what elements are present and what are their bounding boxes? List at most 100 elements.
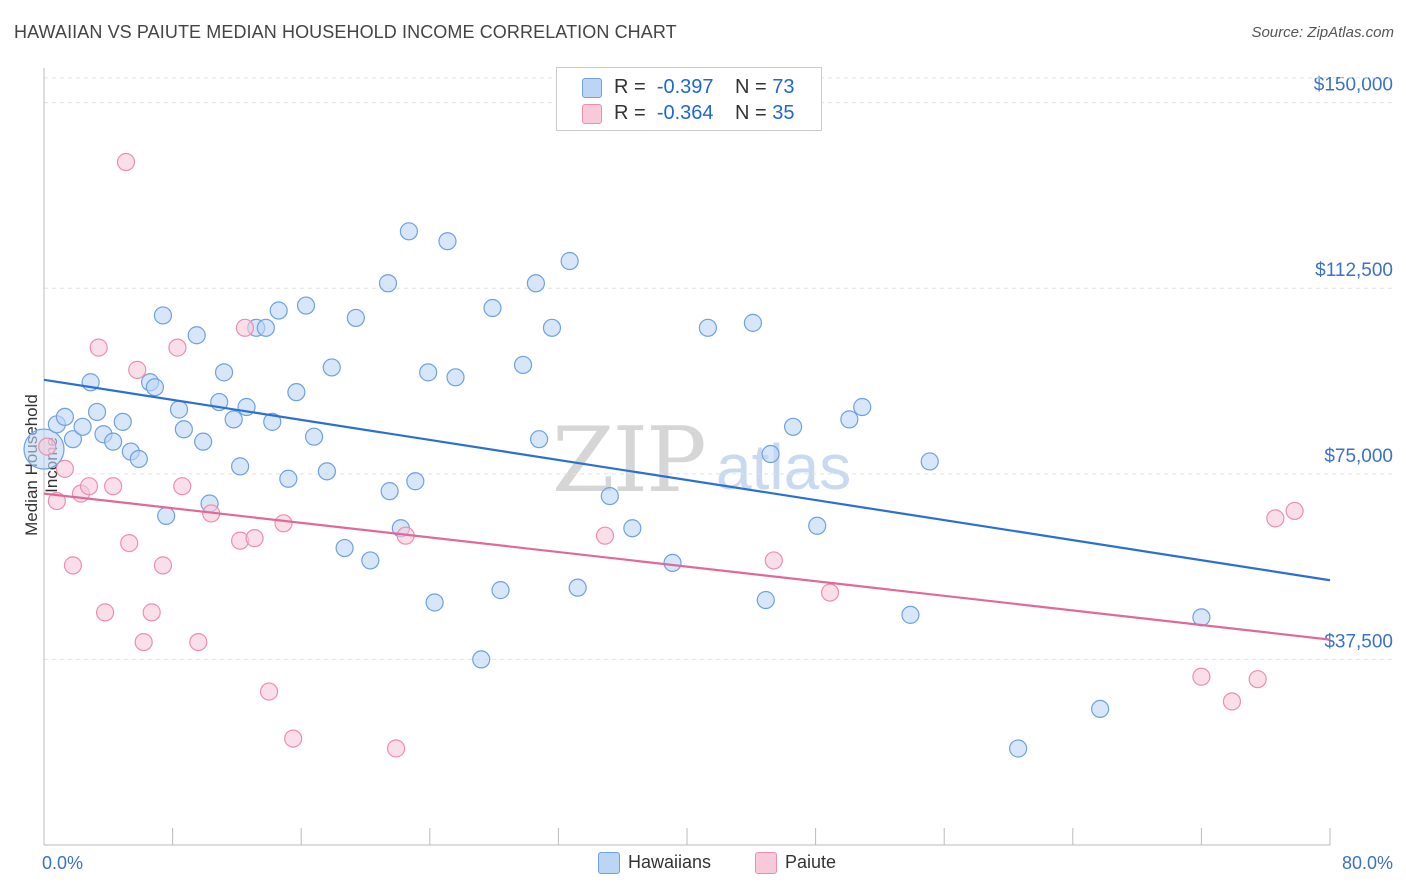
paiute-point xyxy=(274,514,293,533)
bottom-legend-swatch-hawaiians xyxy=(598,852,620,874)
hawaiians-point xyxy=(1091,699,1110,719)
x-tick-label-max: 80.0% xyxy=(1342,853,1393,873)
bottom-legend-swatch-paiute xyxy=(755,852,777,874)
hawaiians-point xyxy=(335,538,354,558)
hawaiians-point xyxy=(568,578,587,597)
hawaiians-point xyxy=(214,363,234,382)
watermark-zip: ZIP xyxy=(552,408,707,513)
y-tick-label: $37,500 xyxy=(1324,631,1393,652)
hawaiians-point xyxy=(145,378,165,397)
paiute-point xyxy=(259,682,279,701)
hawaiians-point xyxy=(840,410,859,429)
hawaiians-point xyxy=(472,650,491,669)
hawaiians-point xyxy=(425,593,444,612)
bottom-legend-label-paiute: Paiute xyxy=(785,852,837,872)
paiute-point xyxy=(38,437,57,456)
hawaiians-point xyxy=(269,301,288,320)
correlation-legend: R = -0.397 N = 73 R = -0.364 N = 35 xyxy=(556,67,822,131)
hawaiians-point xyxy=(399,222,419,241)
paiute-point xyxy=(63,556,83,575)
hawaiians-point xyxy=(157,506,176,525)
legend-r-value: -0.397 xyxy=(656,76,714,98)
hawaiians-point xyxy=(380,482,399,501)
hawaiians-point xyxy=(113,412,132,431)
hawaiians-point xyxy=(279,469,298,488)
hawaiians-point xyxy=(73,417,92,436)
hawaiians-point xyxy=(187,326,206,345)
hawaiians-point xyxy=(483,298,502,318)
hawaiians-point xyxy=(853,397,872,417)
hawaiians-point xyxy=(317,462,337,481)
hawaiians-point xyxy=(513,355,533,375)
x-tick-label-min: 0.0% xyxy=(42,853,83,873)
hawaiians-point xyxy=(55,407,74,427)
hawaiians-point xyxy=(1009,739,1028,758)
paiute-point xyxy=(168,338,187,357)
hawaiians-point xyxy=(623,519,642,538)
hawaiians-point xyxy=(743,313,763,332)
paiute-point xyxy=(89,338,108,357)
paiute-point xyxy=(764,551,783,570)
legend-n-value: 73 xyxy=(772,76,795,98)
paiute-point xyxy=(47,491,66,511)
hawaiians-point xyxy=(526,274,545,293)
paiute-point xyxy=(284,729,303,748)
hawaiians-point xyxy=(129,449,148,469)
paiute-point xyxy=(386,739,406,758)
legend-n-label: N = xyxy=(735,102,767,124)
legend-r-label: R = xyxy=(614,102,646,124)
hawaiians-point xyxy=(104,432,123,451)
hawaiians-point xyxy=(530,430,549,449)
paiute-point xyxy=(142,603,161,622)
y-tick-label: $75,000 xyxy=(1324,446,1393,467)
hawaiians-point xyxy=(174,420,193,439)
hawaiians-point xyxy=(346,308,365,328)
paiute-point xyxy=(189,632,208,652)
hawaiians-point xyxy=(419,363,438,382)
paiute-point xyxy=(95,603,115,622)
paiute-point xyxy=(104,477,123,496)
legend-swatch-paiute xyxy=(582,104,602,124)
paiute-point xyxy=(820,583,840,602)
paiute-point xyxy=(1192,667,1211,686)
paiute-point xyxy=(120,534,139,553)
hawaiians-point xyxy=(296,296,316,315)
paiute-point xyxy=(245,529,264,548)
legend-r-label: R = xyxy=(614,76,646,98)
paiute-point xyxy=(128,360,147,379)
hawaiians-point xyxy=(304,427,324,446)
hawaiians-point xyxy=(87,402,107,422)
hawaiians-point xyxy=(808,516,827,535)
hawaiians-point xyxy=(169,400,189,419)
hawaiians-trend-line xyxy=(43,378,1331,582)
chart-title: HAWAIIAN VS PAIUTE MEDIAN HOUSEHOLD INCO… xyxy=(14,22,677,42)
legend-r-paiute: R = -0.364 xyxy=(614,102,714,125)
hawaiians-point xyxy=(542,318,562,337)
hawaiians-point xyxy=(378,274,398,293)
hawaiians-point xyxy=(446,368,465,387)
paiute-point xyxy=(1285,501,1304,521)
paiute-point xyxy=(116,152,136,172)
hawaiians-point xyxy=(920,452,939,471)
legend-swatch-hawaiians xyxy=(582,78,602,98)
hawaiians-point xyxy=(901,605,920,624)
hawaiians-point xyxy=(153,306,173,325)
hawaiians-point xyxy=(224,410,243,429)
hawaiians-point xyxy=(287,383,306,402)
y-tick-label: $112,500 xyxy=(1315,260,1393,281)
watermark-atlas: atlas xyxy=(716,431,852,503)
hawaiians-point xyxy=(438,232,457,251)
hawaiians-point xyxy=(361,551,380,570)
legend-n-value: 35 xyxy=(772,102,795,124)
legend-r-hawaiians: R = -0.397 xyxy=(614,76,714,99)
paiute-point xyxy=(173,477,192,496)
legend-n-hawaiians: N = 73 xyxy=(735,76,795,99)
paiute-point xyxy=(1266,509,1285,528)
paiute-point xyxy=(79,477,99,496)
hawaiians-point xyxy=(783,417,803,436)
hawaiians-point xyxy=(698,318,717,337)
bottom-legend-label-hawaiians: Hawaiians xyxy=(628,852,712,872)
legend-n-label: N = xyxy=(735,76,767,98)
hawaiians-point xyxy=(322,358,341,377)
